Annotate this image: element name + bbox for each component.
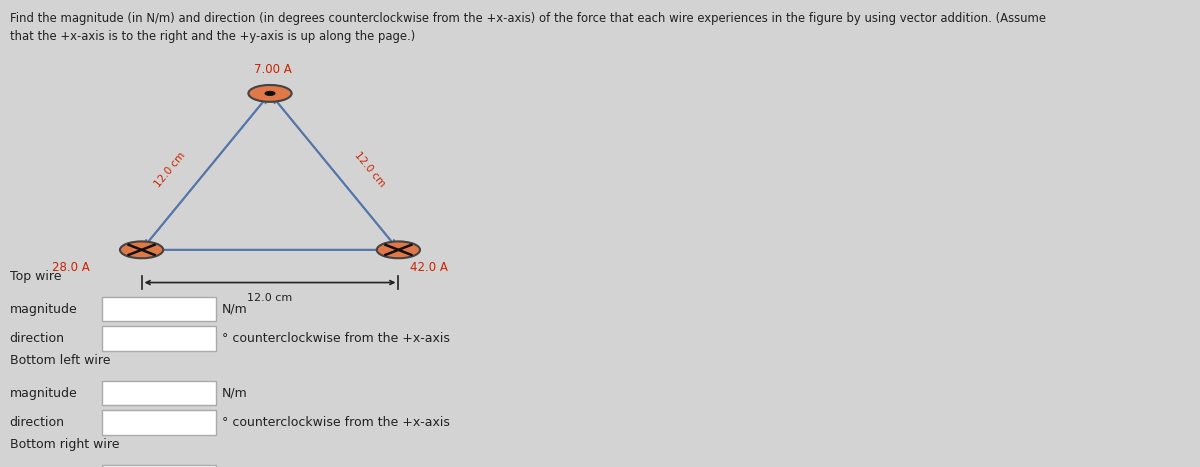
Text: that the +x-axis is to the right and the +y-axis is up along the page.): that the +x-axis is to the right and the… [10,30,415,43]
Text: 12.0 cm: 12.0 cm [353,150,388,189]
Text: 12.0 cm: 12.0 cm [152,150,187,189]
Text: Bottom left wire: Bottom left wire [10,354,110,367]
Text: 12.0 cm: 12.0 cm [247,293,293,303]
Text: ° counterclockwise from the +x-axis: ° counterclockwise from the +x-axis [222,416,450,429]
Text: Find the magnitude (in N/m) and direction (in degrees counterclockwise from the : Find the magnitude (in N/m) and directio… [10,12,1045,25]
Text: magnitude: magnitude [10,387,77,400]
Text: ° counterclockwise from the +x-axis: ° counterclockwise from the +x-axis [222,332,450,345]
Text: Top wire: Top wire [10,269,61,283]
Text: direction: direction [10,416,65,429]
FancyBboxPatch shape [102,297,216,321]
FancyBboxPatch shape [102,410,216,435]
Text: Bottom right wire: Bottom right wire [10,438,119,451]
FancyBboxPatch shape [102,465,216,467]
Text: N/m: N/m [222,303,247,316]
Circle shape [377,241,420,258]
FancyBboxPatch shape [102,326,216,351]
Circle shape [265,92,275,95]
Circle shape [248,85,292,102]
Text: magnitude: magnitude [10,303,77,316]
Text: direction: direction [10,332,65,345]
Circle shape [120,241,163,258]
Text: 7.00 A: 7.00 A [253,63,292,76]
Text: 42.0 A: 42.0 A [410,261,449,274]
FancyBboxPatch shape [102,381,216,405]
Text: 28.0 A: 28.0 A [52,261,89,274]
Text: N/m: N/m [222,387,247,400]
